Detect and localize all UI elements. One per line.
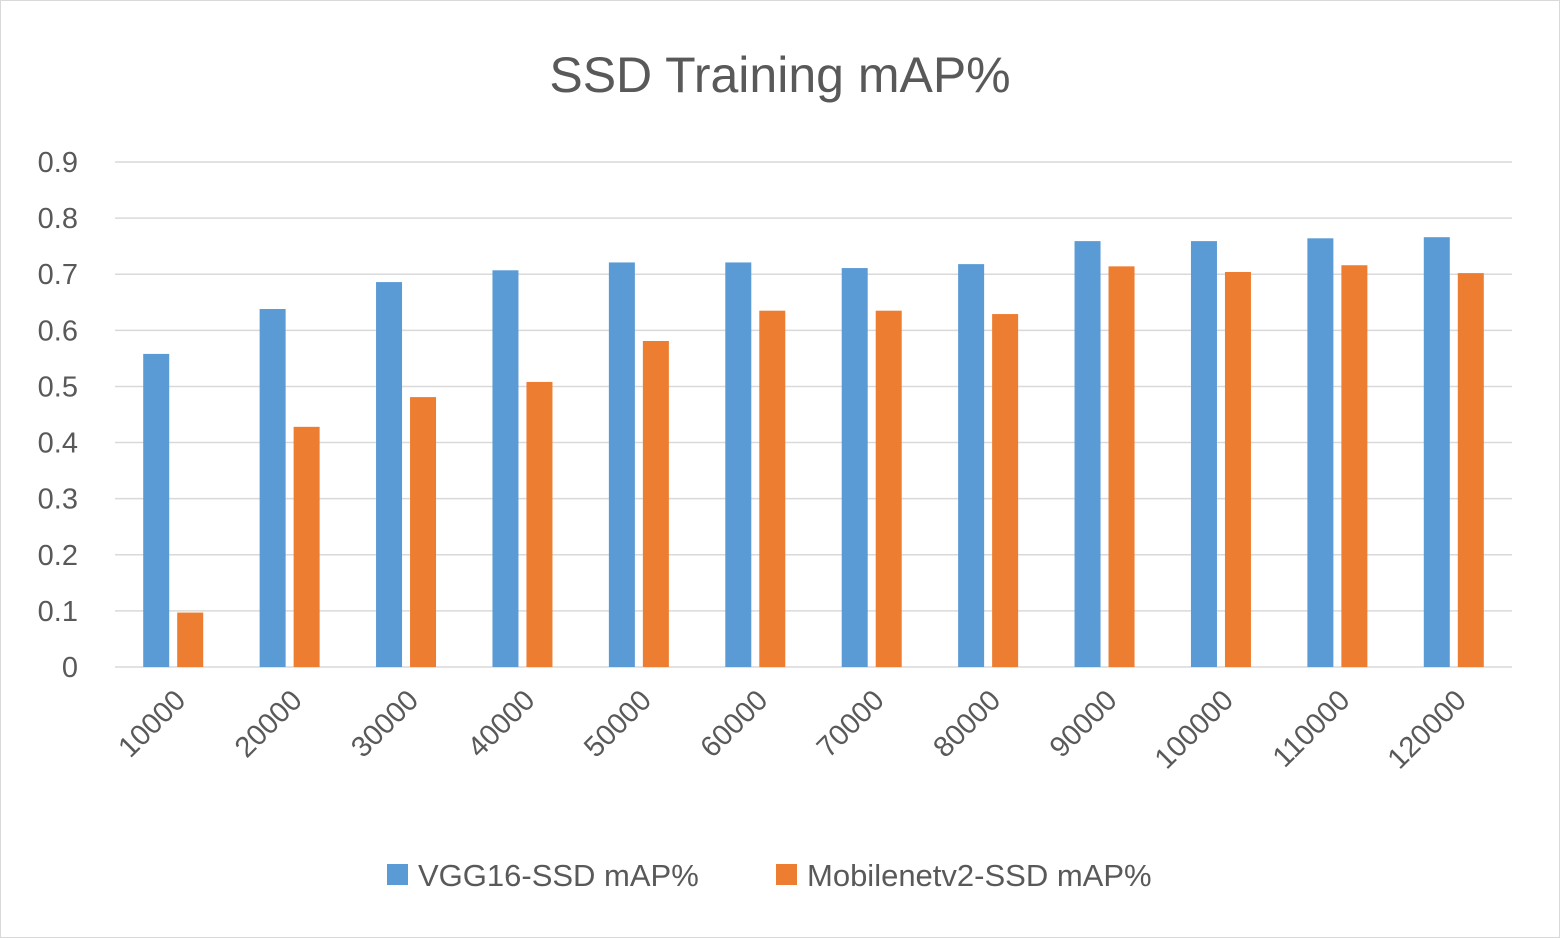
bar-vgg16-60000	[725, 262, 752, 667]
bar-mobilenetv2-100000	[1224, 271, 1251, 667]
gridlines	[115, 161, 1512, 668]
x-tick-label: 40000	[462, 684, 542, 764]
bar-mobilenetv2-30000	[410, 397, 437, 667]
bar-vgg16-80000	[958, 264, 985, 667]
bar-vgg16-90000	[1074, 241, 1101, 667]
bar-mobilenetv2-70000	[875, 310, 902, 667]
y-tick-label: 0	[62, 652, 78, 684]
legend-label-mobilenetv2: Mobilenetv2-SSD mAP%	[807, 858, 1152, 893]
bar-mobilenetv2-50000	[642, 340, 669, 667]
bar-vgg16-100000	[1190, 241, 1217, 667]
bar-mobilenetv2-120000	[1457, 273, 1484, 667]
y-tick-label: 0.2	[38, 540, 78, 572]
x-tick-label: 20000	[229, 684, 309, 764]
x-tick-label: 70000	[811, 684, 891, 764]
x-tick-label: 90000	[1044, 684, 1124, 764]
bar-mobilenetv2-40000	[526, 381, 553, 667]
legend: VGG16-SSD mAP% Mobilenetv2-SSD mAP%	[387, 858, 1152, 893]
y-tick-label: 0.9	[38, 147, 78, 179]
x-tick-label: 80000	[927, 684, 1007, 764]
y-axis-tick-labels: 0 0.1 0.2 0.3 0.4 0.5 0.6 0.7 0.8 0.9	[38, 147, 78, 684]
y-tick-label: 0.4	[38, 428, 78, 460]
bar-vgg16-10000	[143, 353, 170, 667]
bar-mobilenetv2-80000	[992, 314, 1019, 667]
x-tick-label: 10000	[112, 684, 192, 764]
bar-vgg16-50000	[608, 262, 635, 667]
legend-swatch-mobilenetv2	[776, 864, 797, 885]
bar-vgg16-40000	[492, 270, 519, 667]
bar-mobilenetv2-110000	[1341, 265, 1368, 667]
bar-vgg16-30000	[376, 282, 403, 667]
legend-swatch-vgg16	[387, 864, 408, 885]
y-tick-label: 0.5	[38, 371, 78, 403]
x-tick-label: 100000	[1149, 684, 1240, 775]
bar-vgg16-110000	[1307, 238, 1334, 668]
bar-mobilenetv2-20000	[293, 426, 320, 667]
y-tick-label: 0.8	[38, 203, 78, 235]
bar-vgg16-70000	[841, 268, 868, 667]
x-tick-label: 30000	[345, 684, 425, 764]
x-tick-label: 60000	[695, 684, 775, 764]
x-tick-label: 50000	[578, 684, 658, 764]
bar-mobilenetv2-60000	[759, 310, 786, 667]
y-tick-label: 0.7	[38, 259, 78, 291]
x-tick-label: 110000	[1267, 684, 1357, 774]
chart-title: SSD Training mAP%	[549, 47, 1010, 103]
y-tick-label: 0.6	[38, 315, 78, 347]
bar-vgg16-120000	[1423, 237, 1450, 667]
legend-label-vgg16: VGG16-SSD mAP%	[418, 858, 699, 893]
x-tick-label: 120000	[1382, 684, 1473, 775]
bar-mobilenetv2-10000	[177, 612, 204, 667]
bar-mobilenetv2-90000	[1108, 266, 1135, 667]
bar-vgg16-20000	[259, 309, 286, 667]
bars	[143, 237, 1484, 668]
y-tick-label: 0.1	[38, 596, 78, 628]
x-axis-tick-labels: 10000 20000 30000 40000 50000 60000 70000 80000…	[112, 684, 1472, 775]
y-tick-label: 0.3	[38, 484, 78, 516]
